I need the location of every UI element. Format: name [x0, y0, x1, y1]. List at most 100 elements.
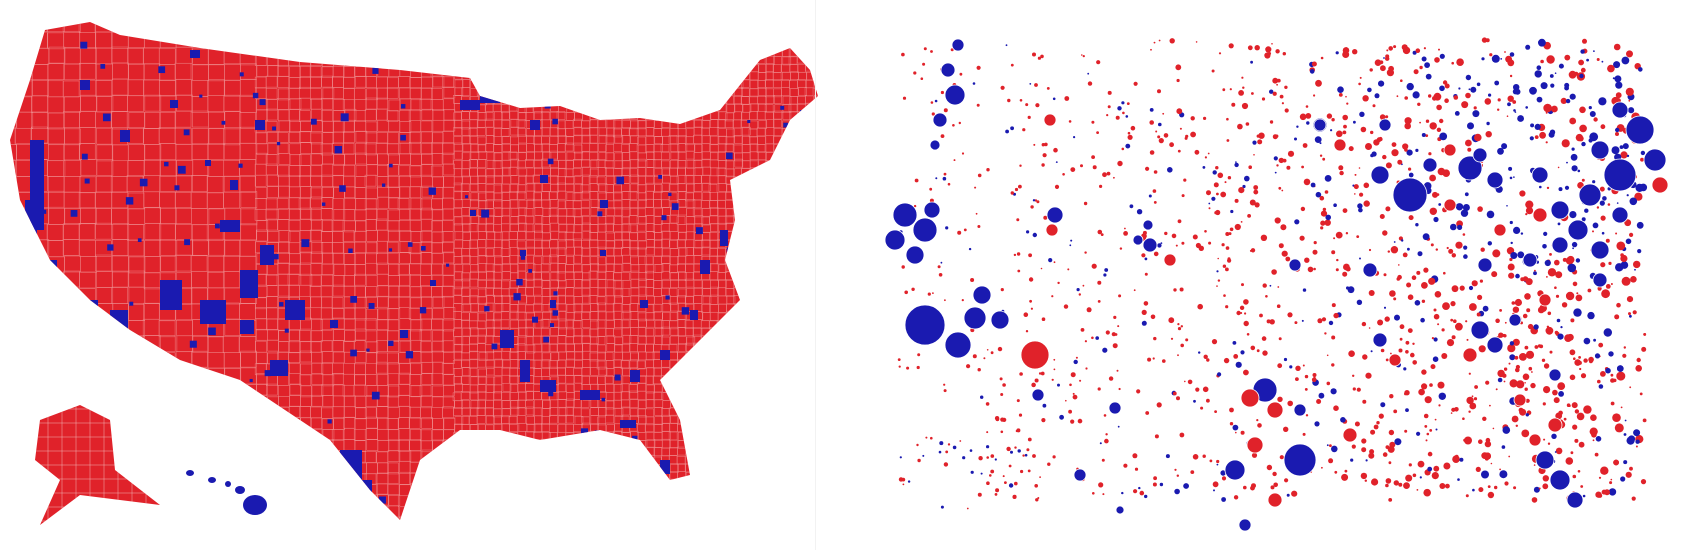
democrat-county: [627, 438, 633, 444]
county-bubble: [1451, 285, 1459, 293]
county-bubble: [1367, 87, 1372, 93]
county-bubble: [1623, 433, 1627, 436]
county-bubble: [1570, 318, 1575, 323]
republican-county-bubble: [1043, 113, 1057, 127]
democrat-county: [783, 122, 789, 128]
county-bubble: [1365, 143, 1372, 150]
county-bubble: [1145, 411, 1150, 415]
county-bubble: [1641, 346, 1647, 352]
county-bubble: [1226, 117, 1229, 121]
county-bubble: [1000, 430, 1004, 434]
democrat-county: [446, 263, 450, 267]
democrat-county: [552, 118, 558, 125]
alaska-borough: [159, 506, 160, 522]
county-bubble: [1598, 384, 1604, 389]
county-bubble: [1453, 319, 1457, 324]
democrat-county-patch: [230, 180, 238, 190]
county-bubble: [1504, 367, 1508, 371]
county-bubble: [1217, 172, 1224, 179]
county-bubble: [1567, 333, 1574, 341]
county-bubble: [1415, 148, 1419, 152]
alaska-borough: [89, 506, 105, 522]
democrat-county-patch: [740, 200, 750, 214]
county-bubble: [1525, 207, 1534, 215]
county-bubble: [1321, 317, 1327, 322]
democrat-county-bubble: [1392, 177, 1428, 213]
county-bubble: [1315, 79, 1322, 87]
county-bubble: [1153, 201, 1157, 204]
county-bubble: [1356, 387, 1361, 392]
county-bubble: [1391, 149, 1399, 157]
county-bubble: [1216, 285, 1218, 287]
county-bubble: [1026, 448, 1030, 452]
county-bubble: [1543, 386, 1551, 394]
county-bubble: [1469, 402, 1477, 410]
county-bubble: [1431, 337, 1434, 340]
county-bubble: [1428, 152, 1432, 156]
county-bubble: [899, 456, 902, 459]
county-bubble: [1577, 470, 1581, 473]
county-bubble: [1581, 141, 1586, 147]
county-bubble: [1427, 451, 1433, 457]
county-bubble: [1386, 49, 1389, 52]
county-bubble: [923, 47, 927, 51]
county-bubble: [1577, 169, 1581, 173]
county-bubble: [1593, 338, 1596, 342]
republican-county-bubble: [1513, 393, 1527, 407]
county-bubble: [1084, 340, 1087, 343]
county-bubble: [1211, 339, 1218, 345]
county-bubble: [1525, 44, 1531, 50]
county-bubble: [1481, 37, 1488, 43]
county-bubble: [1245, 122, 1250, 126]
county-bubble: [1620, 476, 1626, 482]
county-bubble: [1034, 378, 1039, 383]
county-bubble: [934, 99, 938, 103]
county-bubble: [1486, 210, 1495, 219]
county-bubble: [1566, 403, 1571, 408]
county-bubble: [1504, 481, 1509, 486]
county-bubble: [947, 443, 951, 446]
county-bubble: [1320, 226, 1324, 230]
county-bubble: [966, 364, 971, 369]
county-bubble: [1551, 433, 1557, 439]
county-bubble: [1479, 279, 1483, 283]
democrat-county: [272, 126, 277, 131]
county-bubble: [1477, 206, 1483, 212]
county-bubble: [1247, 45, 1253, 51]
county-bubble: [1253, 189, 1259, 195]
republican-county-bubble: [1240, 388, 1260, 408]
county-bubble: [1547, 268, 1557, 277]
county-bubble: [1482, 305, 1489, 312]
county-bubble: [1287, 312, 1293, 318]
county-bubble: [1243, 320, 1249, 327]
democrat-county-bubble: [1590, 240, 1610, 260]
county-bubble: [1374, 59, 1382, 66]
county-bubble: [920, 77, 924, 80]
county-bubble: [1253, 154, 1255, 156]
county-bubble: [930, 436, 933, 440]
county-bubble: [1461, 101, 1469, 109]
democrat-county: [161, 298, 166, 302]
county-bubble: [1224, 181, 1227, 184]
county-bubble: [1421, 133, 1426, 137]
county-bubble: [1220, 470, 1226, 476]
county-bubble: [1484, 440, 1492, 448]
county-bubble: [1240, 430, 1245, 435]
county-bubble: [1425, 73, 1432, 80]
county-bubble: [1326, 381, 1331, 386]
county-bubble: [1406, 282, 1412, 288]
county-bubble: [1430, 243, 1434, 247]
county-bubble: [1558, 63, 1564, 69]
county-bubble: [1592, 230, 1594, 233]
county-bubble: [1102, 493, 1105, 496]
democrat-county-patch: [300, 440, 318, 462]
county-bubble: [1472, 110, 1480, 118]
democrat-county: [145, 353, 153, 361]
democrat-county: [81, 153, 88, 160]
county-bubble: [1530, 123, 1534, 128]
county-bubble: [995, 417, 1000, 422]
county-bubble: [1453, 458, 1456, 461]
county-bubble: [1497, 98, 1501, 102]
county-bubble: [1365, 372, 1372, 379]
alaska-borough: [145, 408, 160, 424]
